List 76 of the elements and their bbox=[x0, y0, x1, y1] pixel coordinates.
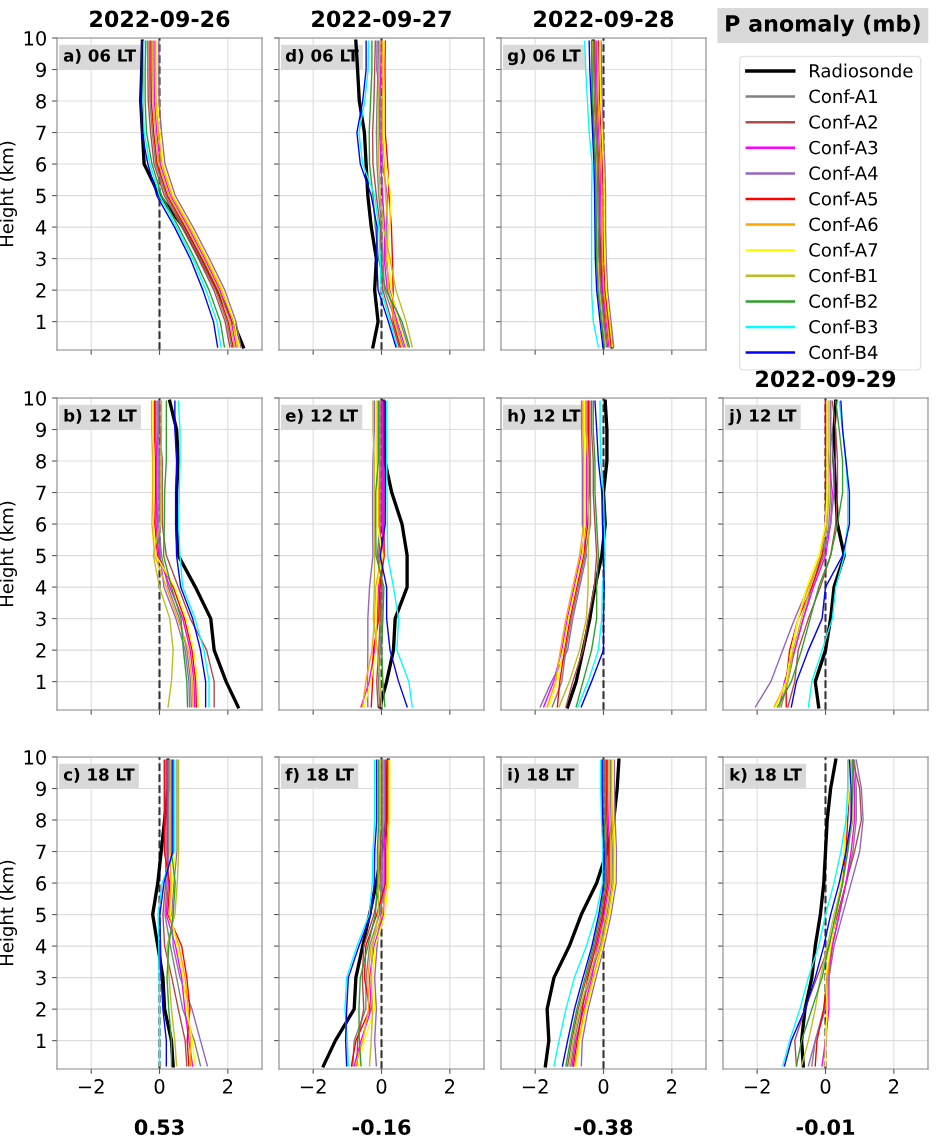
x-tick-label: 2 bbox=[223, 1079, 233, 1094]
chart-title: 2022-09-28 bbox=[534, 10, 674, 28]
y-tick-label: 6 bbox=[36, 157, 47, 172]
legend-label: Conf-A7 bbox=[809, 242, 878, 257]
y-tick-label: 8 bbox=[36, 93, 46, 109]
y-axis-title: Height (km) bbox=[0, 141, 17, 247]
annotation: j) 12 LT bbox=[728, 408, 797, 426]
y-tick-label: 4 bbox=[35, 580, 47, 595]
x-tick-label: 0 bbox=[376, 1079, 387, 1094]
y-tick-label: 7 bbox=[36, 125, 46, 140]
y-axis-title: Height (km) bbox=[0, 501, 17, 607]
y-tick-label: 7 bbox=[36, 485, 46, 500]
legend-label: Conf-A3 bbox=[809, 140, 878, 155]
legend-label: Conf-B4 bbox=[809, 345, 878, 360]
y-tick-label: 10 bbox=[24, 749, 46, 765]
chart-title: 2022-09-26 bbox=[90, 10, 230, 28]
y-tick-label: 3 bbox=[36, 251, 46, 267]
annotation: f) 18 LT bbox=[285, 767, 354, 783]
y-tick-label: 10 bbox=[24, 30, 46, 46]
x-tick-label: 2 bbox=[889, 1079, 899, 1094]
y-tick-label: 5 bbox=[36, 907, 46, 923]
chart-title: 2022-09-29 bbox=[756, 370, 896, 388]
y-tick-label: 9 bbox=[36, 781, 46, 797]
x-tick-label: 0 bbox=[820, 1079, 831, 1094]
legend-label: Conf-A5 bbox=[809, 191, 878, 206]
y-tick-label: 10 bbox=[24, 390, 46, 406]
annotation: i) 18 LT bbox=[508, 767, 575, 783]
y-tick-label: 8 bbox=[36, 812, 46, 828]
x-tick-label: 2 bbox=[445, 1079, 455, 1094]
x-tick-label: −2 bbox=[522, 1079, 548, 1094]
text: -0.38 bbox=[574, 1119, 633, 1136]
legend-label: Conf-A4 bbox=[809, 166, 878, 180]
y-tick-label: 3 bbox=[36, 970, 46, 986]
annotation: b) 12 LT bbox=[64, 408, 137, 424]
y-tick-label: 1 bbox=[37, 1033, 46, 1049]
y-tick-label: 1 bbox=[37, 674, 46, 690]
y-tick-label: 9 bbox=[36, 62, 46, 78]
text: 0.53 bbox=[134, 1119, 184, 1136]
x-tick-label: 0 bbox=[154, 1079, 165, 1094]
legend-label: Conf-A6 bbox=[809, 217, 878, 232]
legend-title: P anomaly (mb) bbox=[726, 14, 920, 37]
y-tick-label: 2 bbox=[36, 1002, 46, 1017]
text: -0.01 bbox=[796, 1119, 855, 1136]
y-tick-label: 3 bbox=[36, 611, 46, 627]
y-tick-label: 4 bbox=[35, 220, 47, 235]
x-tick-label: −2 bbox=[78, 1079, 104, 1094]
y-axis-title: Height (km) bbox=[0, 860, 17, 966]
y-tick-label: 2 bbox=[36, 643, 46, 658]
legend-label: Conf-A2 bbox=[809, 114, 877, 129]
y-tick-label: 2 bbox=[36, 283, 46, 298]
x-tick-label: 0 bbox=[598, 1079, 609, 1094]
annotation: c) 18 LT bbox=[63, 767, 135, 783]
y-tick-label: 6 bbox=[36, 517, 47, 532]
legend-label: Conf-B2 bbox=[809, 294, 877, 308]
y-tick-label: 5 bbox=[36, 188, 46, 204]
annotation: e) 12 LT bbox=[285, 408, 359, 424]
y-tick-label: 4 bbox=[35, 939, 47, 954]
y-tick-label: 5 bbox=[36, 548, 46, 564]
annotation: a) 06 LT bbox=[63, 48, 136, 64]
x-tick-label: 2 bbox=[667, 1079, 677, 1094]
legend-label: Radiosonde bbox=[810, 63, 913, 78]
annotation: k) 18 LT bbox=[730, 767, 802, 783]
text: -0.16 bbox=[352, 1119, 411, 1136]
y-tick-label: 1 bbox=[37, 314, 46, 330]
y-tick-label: 6 bbox=[36, 876, 47, 891]
legend-label: Conf-A1 bbox=[809, 89, 877, 104]
annotation: h) 12 LT bbox=[508, 408, 581, 424]
y-tick-label: 7 bbox=[36, 844, 46, 859]
x-tick-label: −2 bbox=[744, 1079, 770, 1094]
legend-label: Conf-B3 bbox=[809, 319, 877, 334]
legend-label: Conf-B1 bbox=[809, 268, 877, 283]
y-tick-label: 8 bbox=[36, 453, 46, 469]
x-tick-label: −2 bbox=[300, 1079, 326, 1094]
annotation: g) 06 LT bbox=[507, 48, 581, 66]
chart-title: 2022-09-27 bbox=[312, 10, 451, 28]
y-tick-label: 9 bbox=[36, 422, 46, 438]
